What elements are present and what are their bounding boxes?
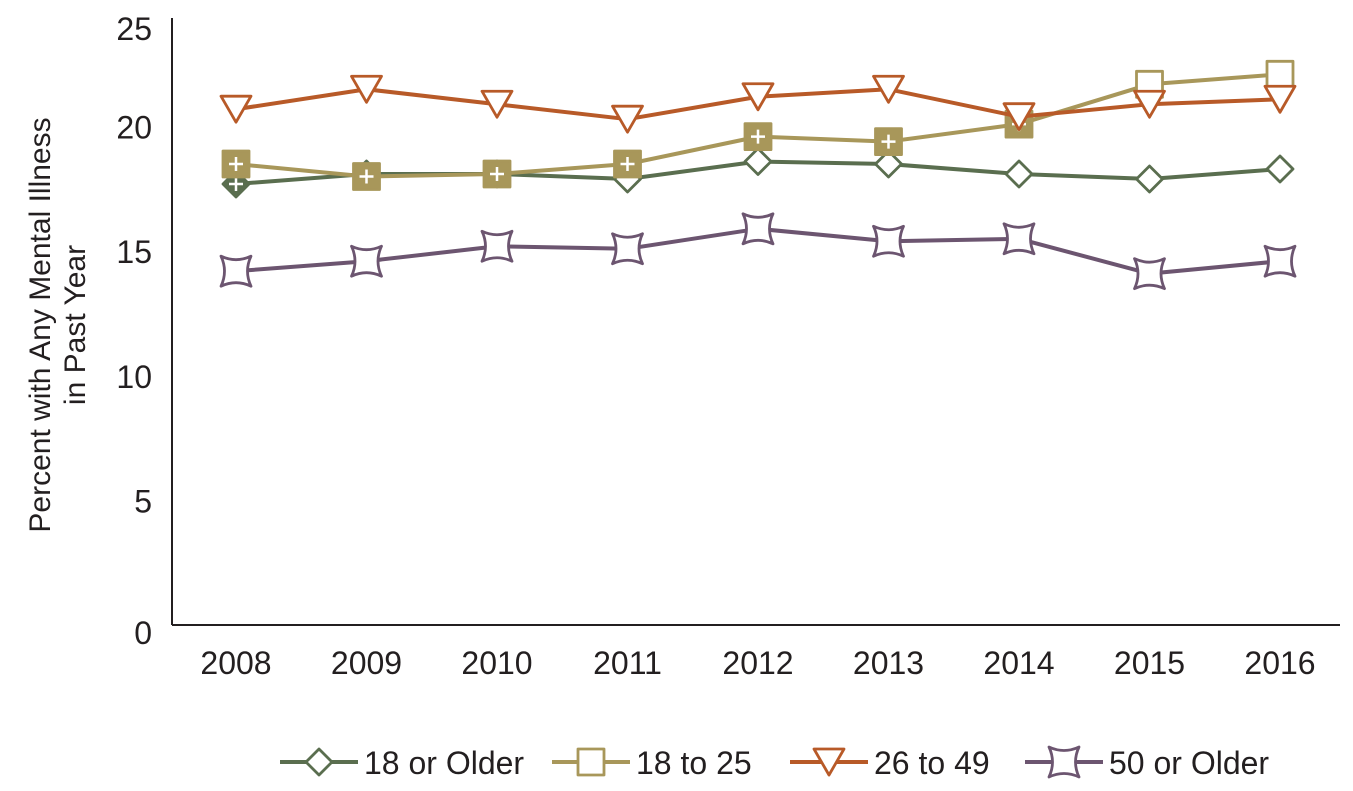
legend-item-26-to-49: 26 to 49 bbox=[790, 745, 990, 781]
significance-plus-icon bbox=[881, 134, 896, 149]
y-tick-label: 20 bbox=[116, 110, 152, 146]
x-tick-label: 2009 bbox=[331, 645, 402, 681]
x-tick-label: 2012 bbox=[722, 645, 793, 681]
x-tick-label: 2011 bbox=[593, 645, 662, 681]
data-point bbox=[743, 147, 773, 176]
legend-item-18-to-25: 18 to 25 bbox=[552, 745, 752, 781]
legend-label: 50 or Older bbox=[1109, 745, 1269, 781]
y-tick-label: 25 bbox=[116, 11, 152, 47]
data-point bbox=[741, 212, 775, 246]
data-point bbox=[741, 82, 775, 112]
legend-marker bbox=[812, 747, 846, 777]
data-point bbox=[219, 254, 253, 288]
x-tick-label: 2016 bbox=[1244, 645, 1315, 681]
data-point bbox=[611, 104, 644, 134]
data-point bbox=[1002, 102, 1036, 132]
y-axis-title: Percent with Any Mental Illnessin Past Y… bbox=[24, 117, 92, 532]
legend-item-18-or-older: 18 or Older bbox=[280, 745, 524, 781]
significance-plus-icon bbox=[359, 169, 374, 184]
legend-item-50-or-older: 50 or Older bbox=[1025, 745, 1269, 781]
data-point bbox=[1263, 244, 1297, 278]
y-tick-label: 5 bbox=[134, 483, 152, 519]
data-point bbox=[872, 224, 905, 258]
data-point bbox=[1265, 154, 1295, 184]
data-point bbox=[1004, 159, 1034, 189]
significance-plus-icon bbox=[229, 176, 243, 191]
chart-axes: 0 5 10 15 20 25 2008 2009 2010 2011 2012 2013 2014 20… bbox=[24, 11, 1340, 681]
data-point bbox=[872, 74, 905, 104]
data-point bbox=[350, 74, 383, 104]
x-tick-label: 2015 bbox=[1114, 645, 1185, 681]
legend-label: 18 to 25 bbox=[636, 745, 752, 781]
data-point bbox=[874, 149, 903, 179]
legend-marker bbox=[1047, 745, 1081, 779]
data-point bbox=[1135, 164, 1164, 194]
data-point bbox=[1263, 84, 1297, 114]
y-tick-label: 0 bbox=[134, 615, 152, 651]
data-point bbox=[1002, 222, 1036, 256]
chart-series bbox=[219, 59, 1297, 291]
series-18-to-25 bbox=[221, 59, 1295, 191]
x-tick-label: 2008 bbox=[200, 645, 271, 681]
data-point bbox=[1133, 89, 1166, 119]
significance-plus-icon bbox=[490, 166, 504, 181]
data-point bbox=[219, 94, 253, 124]
data-point bbox=[611, 232, 644, 266]
data-point bbox=[350, 244, 383, 278]
y-tick-label: 15 bbox=[116, 234, 152, 270]
data-point bbox=[1265, 59, 1295, 89]
data-point bbox=[480, 229, 514, 263]
legend-label: 18 or Older bbox=[364, 745, 524, 781]
series-18-or-older bbox=[221, 147, 1295, 199]
x-tick-label: 2010 bbox=[461, 645, 532, 681]
legend-marker bbox=[304, 747, 334, 777]
significance-plus-icon bbox=[751, 129, 765, 144]
x-tick-label: 2013 bbox=[853, 645, 924, 681]
significance-plus-icon bbox=[620, 157, 635, 172]
y-tick-label: 10 bbox=[116, 359, 152, 395]
legend-marker bbox=[576, 747, 606, 777]
series-26-to-49 bbox=[219, 74, 1297, 134]
legend: 18 or Older 18 to 25 26 to 49 50 or Older bbox=[280, 745, 1269, 781]
significance-plus-icon bbox=[229, 157, 243, 172]
series-50-or-older bbox=[219, 212, 1297, 291]
data-point bbox=[480, 89, 514, 119]
data-point bbox=[1133, 257, 1166, 291]
x-tick-label: 2014 bbox=[983, 645, 1054, 681]
legend-label: 26 to 49 bbox=[874, 745, 990, 781]
